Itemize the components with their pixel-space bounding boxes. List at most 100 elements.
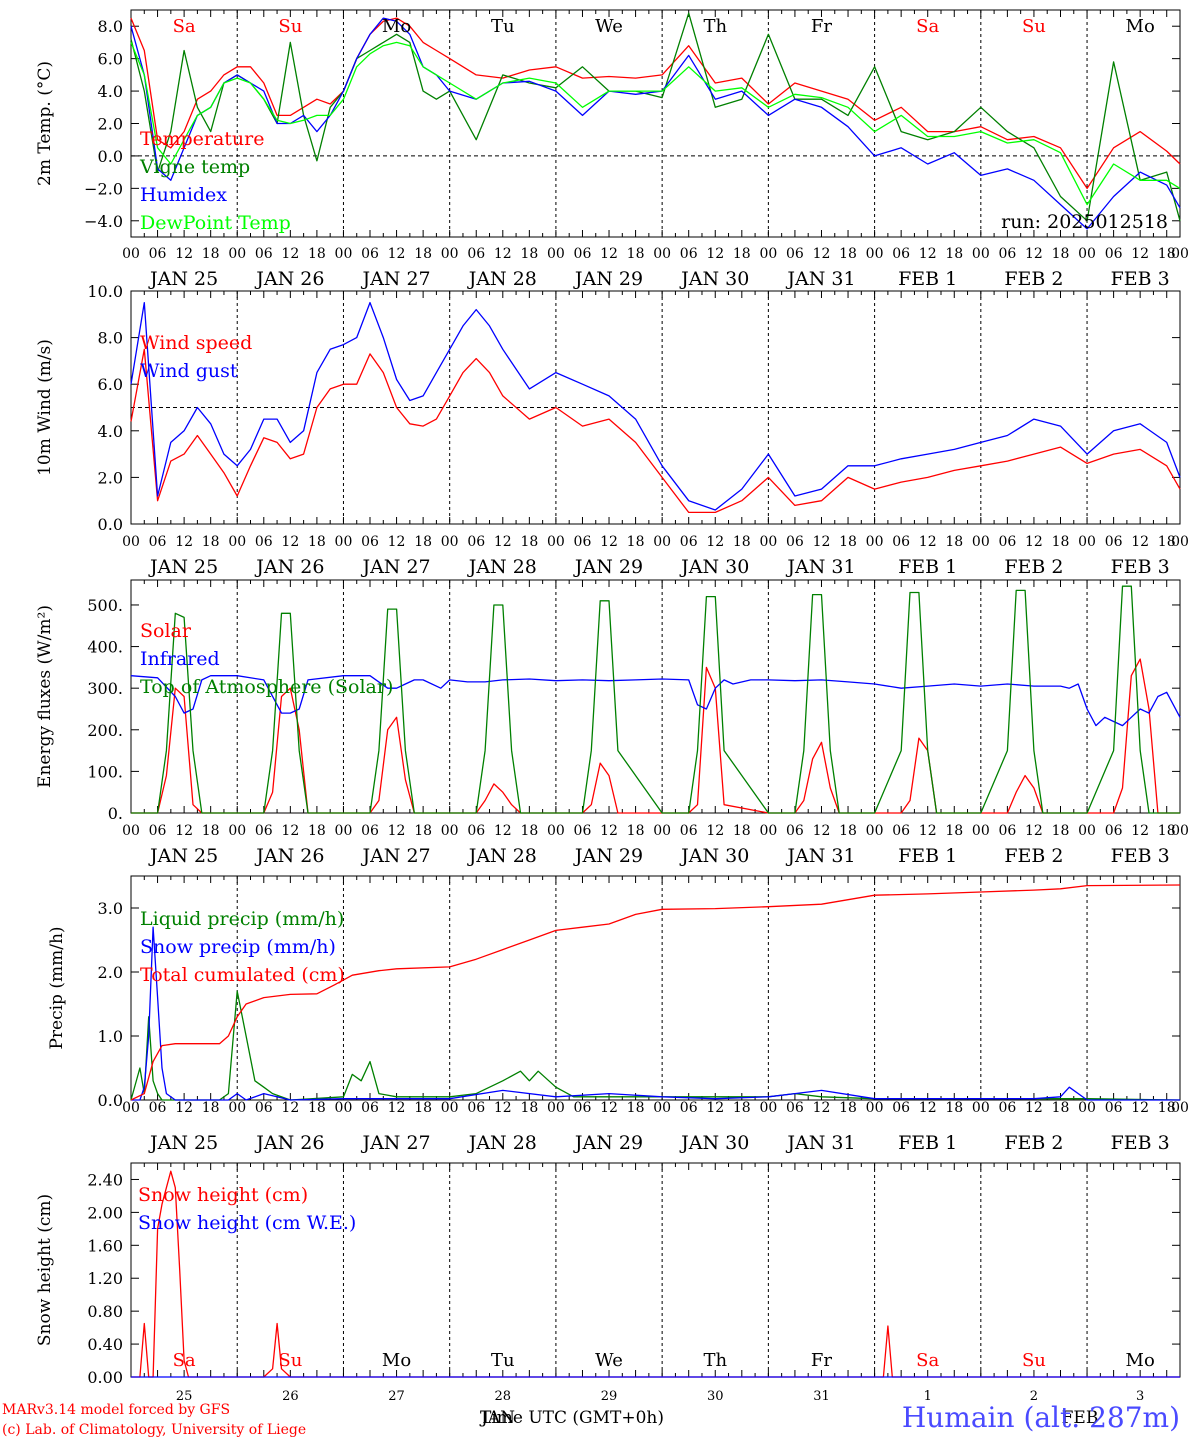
hour-label: 18 <box>733 1100 751 1116</box>
hour-label: 06 <box>361 1100 379 1116</box>
series-line-temp-0 <box>130 17 1181 190</box>
hour-label: 12 <box>1025 823 1043 839</box>
day-number-label: 30 <box>707 1389 724 1404</box>
date-label: FEB 2 <box>1004 268 1063 290</box>
hour-label: 00 <box>547 823 565 839</box>
hour-label: 00 <box>335 1100 353 1116</box>
hour-label: 00 <box>122 1100 140 1116</box>
hour-label: 00 <box>1171 1100 1189 1116</box>
hour-label: 06 <box>680 534 698 550</box>
series-line-wind-1 <box>130 301 1181 511</box>
hour-label: 12 <box>281 1100 299 1116</box>
day-of-week-label: Sa <box>173 1350 196 1371</box>
day-of-week-label: Th <box>703 1350 727 1371</box>
y-tick-label: 0.40 <box>87 1335 123 1354</box>
y-tick-label: 8.0 <box>98 329 123 348</box>
y-tick-label: 1.0 <box>98 1027 123 1046</box>
hour-label: 12 <box>600 246 618 262</box>
hour-label: 00 <box>1171 246 1189 262</box>
date-label: FEB 1 <box>898 268 957 290</box>
y-tick-label: 0.0 <box>98 1091 123 1110</box>
hour-label: 18 <box>627 246 645 262</box>
hour-label: 00 <box>547 1100 565 1116</box>
panel-energy: 500. 400. 300. 200. 100. 0. Energy fluxes (W/m… <box>35 579 1189 867</box>
station-label: Humain (alt. 287m) <box>902 1401 1180 1434</box>
hour-label: 00 <box>972 1100 990 1116</box>
y-tick-label: 1.20 <box>87 1269 123 1288</box>
plot-frame <box>130 875 1181 1101</box>
hour-label: 06 <box>255 534 273 550</box>
hour-label: 18 <box>414 534 432 550</box>
day-of-week-label: Su <box>278 1350 302 1371</box>
date-label: JAN 25 <box>148 556 218 578</box>
day-number-label: 31 <box>813 1389 830 1404</box>
legend-entry: Wind gust <box>140 360 238 382</box>
hour-label: 06 <box>1105 1100 1123 1116</box>
date-label: JAN 30 <box>679 268 749 290</box>
day-of-week-label: Mo <box>1126 16 1155 37</box>
hour-label: 18 <box>839 823 857 839</box>
hour-label: 00 <box>1078 1100 1096 1116</box>
hour-label: 06 <box>361 534 379 550</box>
hour-label: 00 <box>441 534 459 550</box>
hour-label: 18 <box>733 823 751 839</box>
day-of-week-label: Tu <box>491 1350 515 1371</box>
hour-label: 12 <box>919 534 937 550</box>
hour-label: 00 <box>759 534 777 550</box>
hour-label: 00 <box>547 246 565 262</box>
date-label: JAN 28 <box>467 845 537 867</box>
hour-label: 12 <box>1025 246 1043 262</box>
hour-label: 12 <box>919 246 937 262</box>
footer-credit: (c) Lab. of Climatology, University of L… <box>2 1422 306 1438</box>
date-label: JAN 25 <box>148 1132 218 1154</box>
y-tick-label: 6.0 <box>98 50 123 69</box>
legend-entry: Infrared <box>140 648 220 670</box>
day-of-week-label: Sa <box>916 16 939 37</box>
hour-label: 00 <box>653 246 671 262</box>
hour-label: 00 <box>759 823 777 839</box>
hour-label: 12 <box>706 823 724 839</box>
hour-label: 12 <box>388 246 406 262</box>
hour-label: 06 <box>680 1100 698 1116</box>
hour-label: 12 <box>919 1100 937 1116</box>
hour-label: 12 <box>1131 823 1149 839</box>
hour-label: 06 <box>361 246 379 262</box>
date-label: FEB 3 <box>1111 1132 1170 1154</box>
hour-label: 00 <box>228 823 246 839</box>
hour-label: 06 <box>1105 534 1123 550</box>
date-label: JAN 29 <box>573 845 643 867</box>
hour-label: 00 <box>866 1100 884 1116</box>
y-tick-label: 2.40 <box>87 1170 123 1189</box>
hour-label: 18 <box>520 246 538 262</box>
hour-label: 00 <box>653 1100 671 1116</box>
day-of-week-label: Su <box>1022 1350 1046 1371</box>
hour-label: 00 <box>1171 534 1189 550</box>
hour-label: 12 <box>600 1100 618 1116</box>
date-label: JAN 26 <box>254 556 324 578</box>
hour-label: 12 <box>281 823 299 839</box>
hour-label: 18 <box>945 246 963 262</box>
hour-label: 00 <box>228 1100 246 1116</box>
hour-label: 18 <box>202 823 220 839</box>
y-tick-label: −2.0 <box>84 179 123 198</box>
hour-label: 00 <box>866 534 884 550</box>
hour-label: 00 <box>866 246 884 262</box>
date-label: FEB 1 <box>898 556 957 578</box>
date-label: JAN 28 <box>467 1132 537 1154</box>
hour-label: 18 <box>627 1100 645 1116</box>
hour-label: 12 <box>706 246 724 262</box>
legend-entry: Humidex <box>140 184 227 206</box>
hour-label: 00 <box>759 246 777 262</box>
y-tick-label: 0.0 <box>98 515 123 534</box>
date-label: FEB 2 <box>1004 845 1063 867</box>
y-tick-label: 0.0 <box>98 147 123 166</box>
hour-label: 12 <box>600 823 618 839</box>
hour-label: 00 <box>972 823 990 839</box>
hour-label: 00 <box>441 1100 459 1116</box>
hour-label: 06 <box>892 823 910 839</box>
hour-label: 12 <box>1131 1100 1149 1116</box>
hour-label: 06 <box>998 246 1016 262</box>
y-tick-label: 300. <box>87 679 123 698</box>
hour-label: 12 <box>175 1100 193 1116</box>
